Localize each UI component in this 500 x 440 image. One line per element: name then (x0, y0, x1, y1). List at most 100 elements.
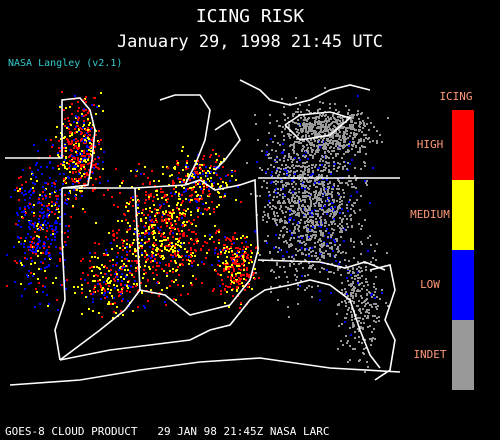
cloud-pixel (317, 194, 319, 196)
cloud-pixel (279, 266, 281, 268)
cloud-pixel (195, 250, 197, 252)
cloud-pixel (28, 221, 30, 223)
cloud-pixel (141, 245, 143, 247)
cloud-pixel (90, 128, 92, 130)
cloud-pixel (312, 164, 314, 166)
cloud-pixel (134, 260, 136, 262)
title: ICING RISK (196, 6, 305, 27)
cloud-pixel (156, 250, 158, 252)
cloud-pixel (121, 260, 123, 262)
cloud-pixel (374, 297, 376, 299)
cloud-pixel (60, 147, 62, 149)
cloud-pixel (42, 262, 44, 264)
cloud-pixel (51, 225, 53, 227)
cloud-pixel (358, 300, 360, 302)
cloud-pixel (274, 206, 276, 208)
cloud-pixel (275, 150, 277, 152)
cloud-pixel (371, 306, 373, 308)
cloud-pixel (309, 123, 311, 125)
cloud-pixel (270, 157, 272, 159)
cloud-pixel (307, 171, 309, 173)
cloud-pixel (29, 223, 31, 225)
cloud-pixel (80, 158, 82, 160)
cloud-pixel (137, 306, 139, 308)
cloud-pixel (93, 150, 95, 152)
cloud-pixel (293, 152, 295, 154)
cloud-pixel (90, 150, 92, 152)
cloud-pixel (362, 120, 364, 122)
cloud-pixel (97, 257, 99, 259)
cloud-pixel (182, 259, 184, 261)
cloud-pixel (113, 297, 115, 299)
cloud-pixel (314, 227, 316, 229)
cloud-pixel (202, 245, 204, 247)
cloud-pixel (346, 342, 348, 344)
cloud-pixel (69, 190, 71, 192)
cloud-pixel (378, 316, 380, 318)
cloud-pixel (289, 263, 291, 265)
cloud-pixel (316, 176, 318, 178)
cloud-pixel (271, 181, 273, 183)
cloud-pixel (161, 233, 163, 235)
cloud-pixel (134, 231, 136, 233)
cloud-pixel (54, 236, 56, 238)
cloud-pixel (196, 242, 198, 244)
cloud-pixel (277, 251, 279, 253)
cloud-pixel (88, 308, 90, 310)
cloud-pixel (273, 247, 275, 249)
cloud-pixel (324, 191, 326, 193)
cloud-pixel (110, 242, 112, 244)
cloud-pixel (29, 249, 31, 251)
cloud-pixel (188, 199, 190, 201)
cloud-pixel (320, 234, 322, 236)
cloud-pixel (83, 183, 85, 185)
cloud-pixel (367, 138, 369, 140)
cloud-pixel (59, 173, 61, 175)
cloud-pixel (131, 260, 133, 262)
cloud-pixel (320, 129, 322, 131)
cloud-pixel (140, 218, 142, 220)
cloud-pixel (56, 126, 58, 128)
cloud-pixel (83, 152, 85, 154)
cloud-pixel (289, 230, 291, 232)
cloud-pixel (217, 273, 219, 275)
cloud-pixel (228, 251, 230, 253)
cloud-pixel (85, 161, 87, 163)
cloud-pixel (341, 200, 343, 202)
cloud-pixel (119, 267, 121, 269)
cloud-pixel (54, 222, 56, 224)
cloud-pixel (226, 256, 228, 258)
cloud-pixel (178, 172, 180, 174)
cloud-pixel (47, 183, 49, 185)
cloud-pixel (351, 204, 353, 206)
cloud-pixel (103, 254, 105, 256)
cloud-pixel (122, 242, 124, 244)
cloud-pixel (30, 194, 32, 196)
cloud-pixel (330, 193, 332, 195)
cloud-pixel (354, 129, 356, 131)
cloud-pixel (98, 312, 100, 314)
cloud-pixel (57, 309, 59, 311)
cloud-pixel (350, 127, 352, 129)
cloud-pixel (289, 217, 291, 219)
cloud-pixel (193, 186, 195, 188)
cloud-pixel (371, 293, 373, 295)
cloud-pixel (321, 207, 323, 209)
cloud-pixel (295, 279, 297, 281)
cloud-pixel (297, 284, 299, 286)
cloud-pixel (297, 240, 299, 242)
cloud-pixel (362, 352, 364, 354)
cloud-pixel (309, 247, 311, 249)
cloud-pixel (307, 152, 309, 154)
cloud-pixel (267, 168, 269, 170)
cloud-pixel (334, 163, 336, 165)
cloud-pixel (90, 293, 92, 295)
cloud-pixel (233, 238, 235, 240)
cloud-pixel (120, 276, 122, 278)
cloud-pixel (307, 140, 309, 142)
cloud-pixel (276, 264, 278, 266)
cloud-pixel (316, 121, 318, 123)
cloud-pixel (339, 201, 341, 203)
cloud-pixel (334, 140, 336, 142)
cloud-pixel (296, 270, 298, 272)
